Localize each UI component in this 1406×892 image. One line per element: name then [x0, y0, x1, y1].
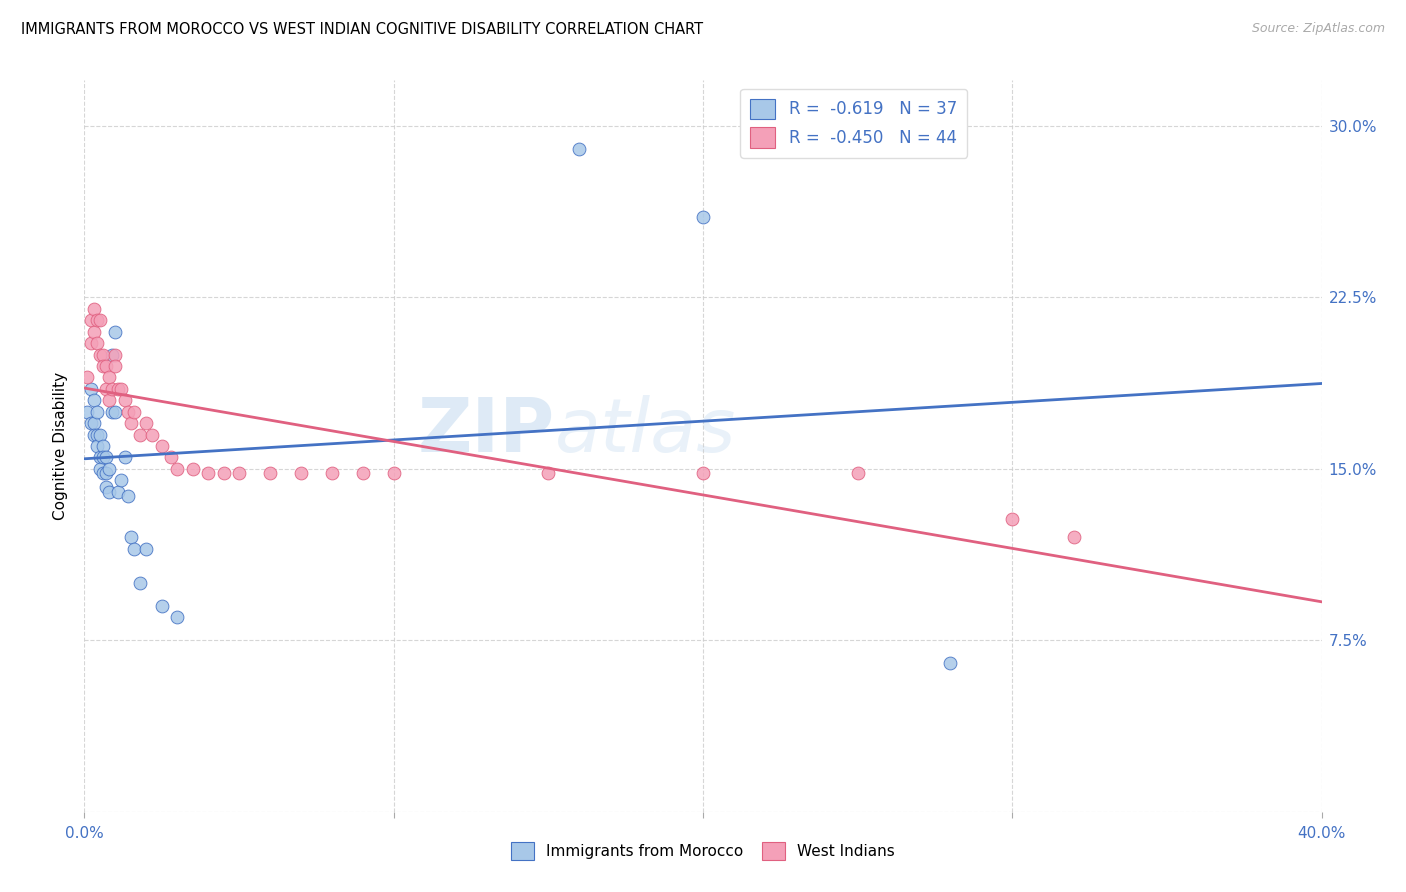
Point — [91, 347, 114, 362]
Point — [94, 467, 117, 481]
Point — [846, 467, 869, 481]
Point — [86, 313, 108, 327]
Point — [141, 427, 163, 442]
Point — [104, 347, 127, 362]
Point — [120, 530, 142, 544]
Point — [939, 656, 962, 670]
Point — [98, 370, 121, 384]
Point — [89, 347, 111, 362]
Point — [83, 427, 105, 442]
Point — [692, 467, 714, 481]
Point — [114, 450, 136, 465]
Point — [197, 467, 219, 481]
Point — [98, 462, 121, 476]
Point — [101, 382, 124, 396]
Point — [89, 313, 111, 327]
Point — [98, 393, 121, 408]
Point — [76, 405, 98, 419]
Point — [83, 325, 105, 339]
Point — [89, 450, 111, 465]
Point — [568, 142, 591, 156]
Point — [89, 427, 111, 442]
Point — [117, 405, 139, 419]
Point — [79, 416, 101, 430]
Point — [107, 382, 129, 396]
Point — [110, 382, 132, 396]
Point — [135, 416, 157, 430]
Point — [86, 405, 108, 419]
Point — [101, 347, 124, 362]
Point — [382, 467, 405, 481]
Point — [120, 416, 142, 430]
Point — [166, 610, 188, 624]
Point — [94, 450, 117, 465]
Point — [114, 393, 136, 408]
Point — [259, 467, 281, 481]
Point — [692, 211, 714, 225]
Point — [79, 313, 101, 327]
Text: IMMIGRANTS FROM MOROCCO VS WEST INDIAN COGNITIVE DISABILITY CORRELATION CHART: IMMIGRANTS FROM MOROCCO VS WEST INDIAN C… — [21, 22, 703, 37]
Point — [83, 301, 105, 316]
Point — [86, 336, 108, 351]
Point — [83, 416, 105, 430]
Text: atlas: atlas — [554, 395, 735, 467]
Text: Source: ZipAtlas.com: Source: ZipAtlas.com — [1251, 22, 1385, 36]
Point — [89, 462, 111, 476]
Point — [94, 480, 117, 494]
Point — [91, 439, 114, 453]
Point — [79, 336, 101, 351]
Point — [537, 467, 560, 481]
Y-axis label: Cognitive Disability: Cognitive Disability — [53, 372, 69, 520]
Point — [352, 467, 374, 481]
Legend: Immigrants from Morocco, West Indians: Immigrants from Morocco, West Indians — [505, 836, 901, 866]
Point — [321, 467, 343, 481]
Point — [83, 393, 105, 408]
Point — [101, 405, 124, 419]
Point — [98, 484, 121, 499]
Point — [129, 427, 152, 442]
Point — [135, 541, 157, 556]
Point — [86, 439, 108, 453]
Point — [228, 467, 250, 481]
Point — [94, 359, 117, 373]
Point — [1063, 530, 1085, 544]
Point — [122, 541, 145, 556]
Point — [117, 489, 139, 503]
Point — [79, 382, 101, 396]
Point — [94, 382, 117, 396]
Point — [181, 462, 204, 476]
Point — [104, 325, 127, 339]
Point — [212, 467, 235, 481]
Point — [76, 370, 98, 384]
Text: ZIP: ZIP — [418, 395, 554, 468]
Point — [150, 599, 173, 613]
Point — [160, 450, 183, 465]
Point — [1001, 512, 1024, 526]
Point — [150, 439, 173, 453]
Point — [104, 405, 127, 419]
Point — [129, 576, 152, 591]
Point — [91, 359, 114, 373]
Point — [166, 462, 188, 476]
Point — [91, 450, 114, 465]
Point — [107, 484, 129, 499]
Point — [91, 467, 114, 481]
Point — [104, 359, 127, 373]
Point — [86, 427, 108, 442]
Point — [290, 467, 312, 481]
Point — [110, 473, 132, 487]
Point — [122, 405, 145, 419]
